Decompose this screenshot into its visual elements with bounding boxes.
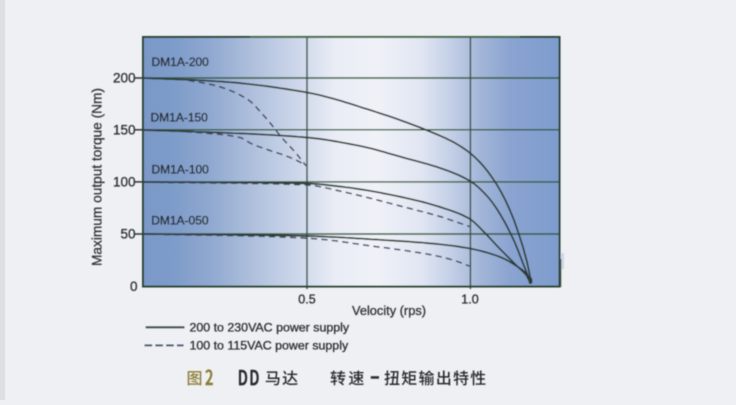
- svg-text:150: 150: [113, 122, 136, 137]
- svg-text:0: 0: [130, 279, 138, 294]
- svg-text:100: 100: [113, 175, 136, 190]
- svg-text:DM1A-100: DM1A-100: [152, 162, 210, 176]
- svg-text:DM1A-150: DM1A-150: [151, 111, 209, 125]
- svg-text:200: 200: [113, 71, 136, 86]
- svg-text:1.0: 1.0: [461, 293, 478, 307]
- svg-text:Maximum output torque (Nm): Maximum output torque (Nm): [89, 88, 104, 266]
- svg-text:200 to 230VAC power supply: 200 to 230VAC power supply: [190, 321, 350, 335]
- svg-text:50: 50: [120, 227, 135, 242]
- svg-text:0.5: 0.5: [298, 293, 315, 307]
- svg-text:DM1A-050: DM1A-050: [151, 214, 209, 228]
- svg-text:100 to 115VAC power supply: 100 to 115VAC power supply: [190, 339, 349, 353]
- svg-text:Velocity (rps): Velocity (rps): [352, 303, 426, 318]
- svg-text:DM1A-200: DM1A-200: [152, 55, 210, 69]
